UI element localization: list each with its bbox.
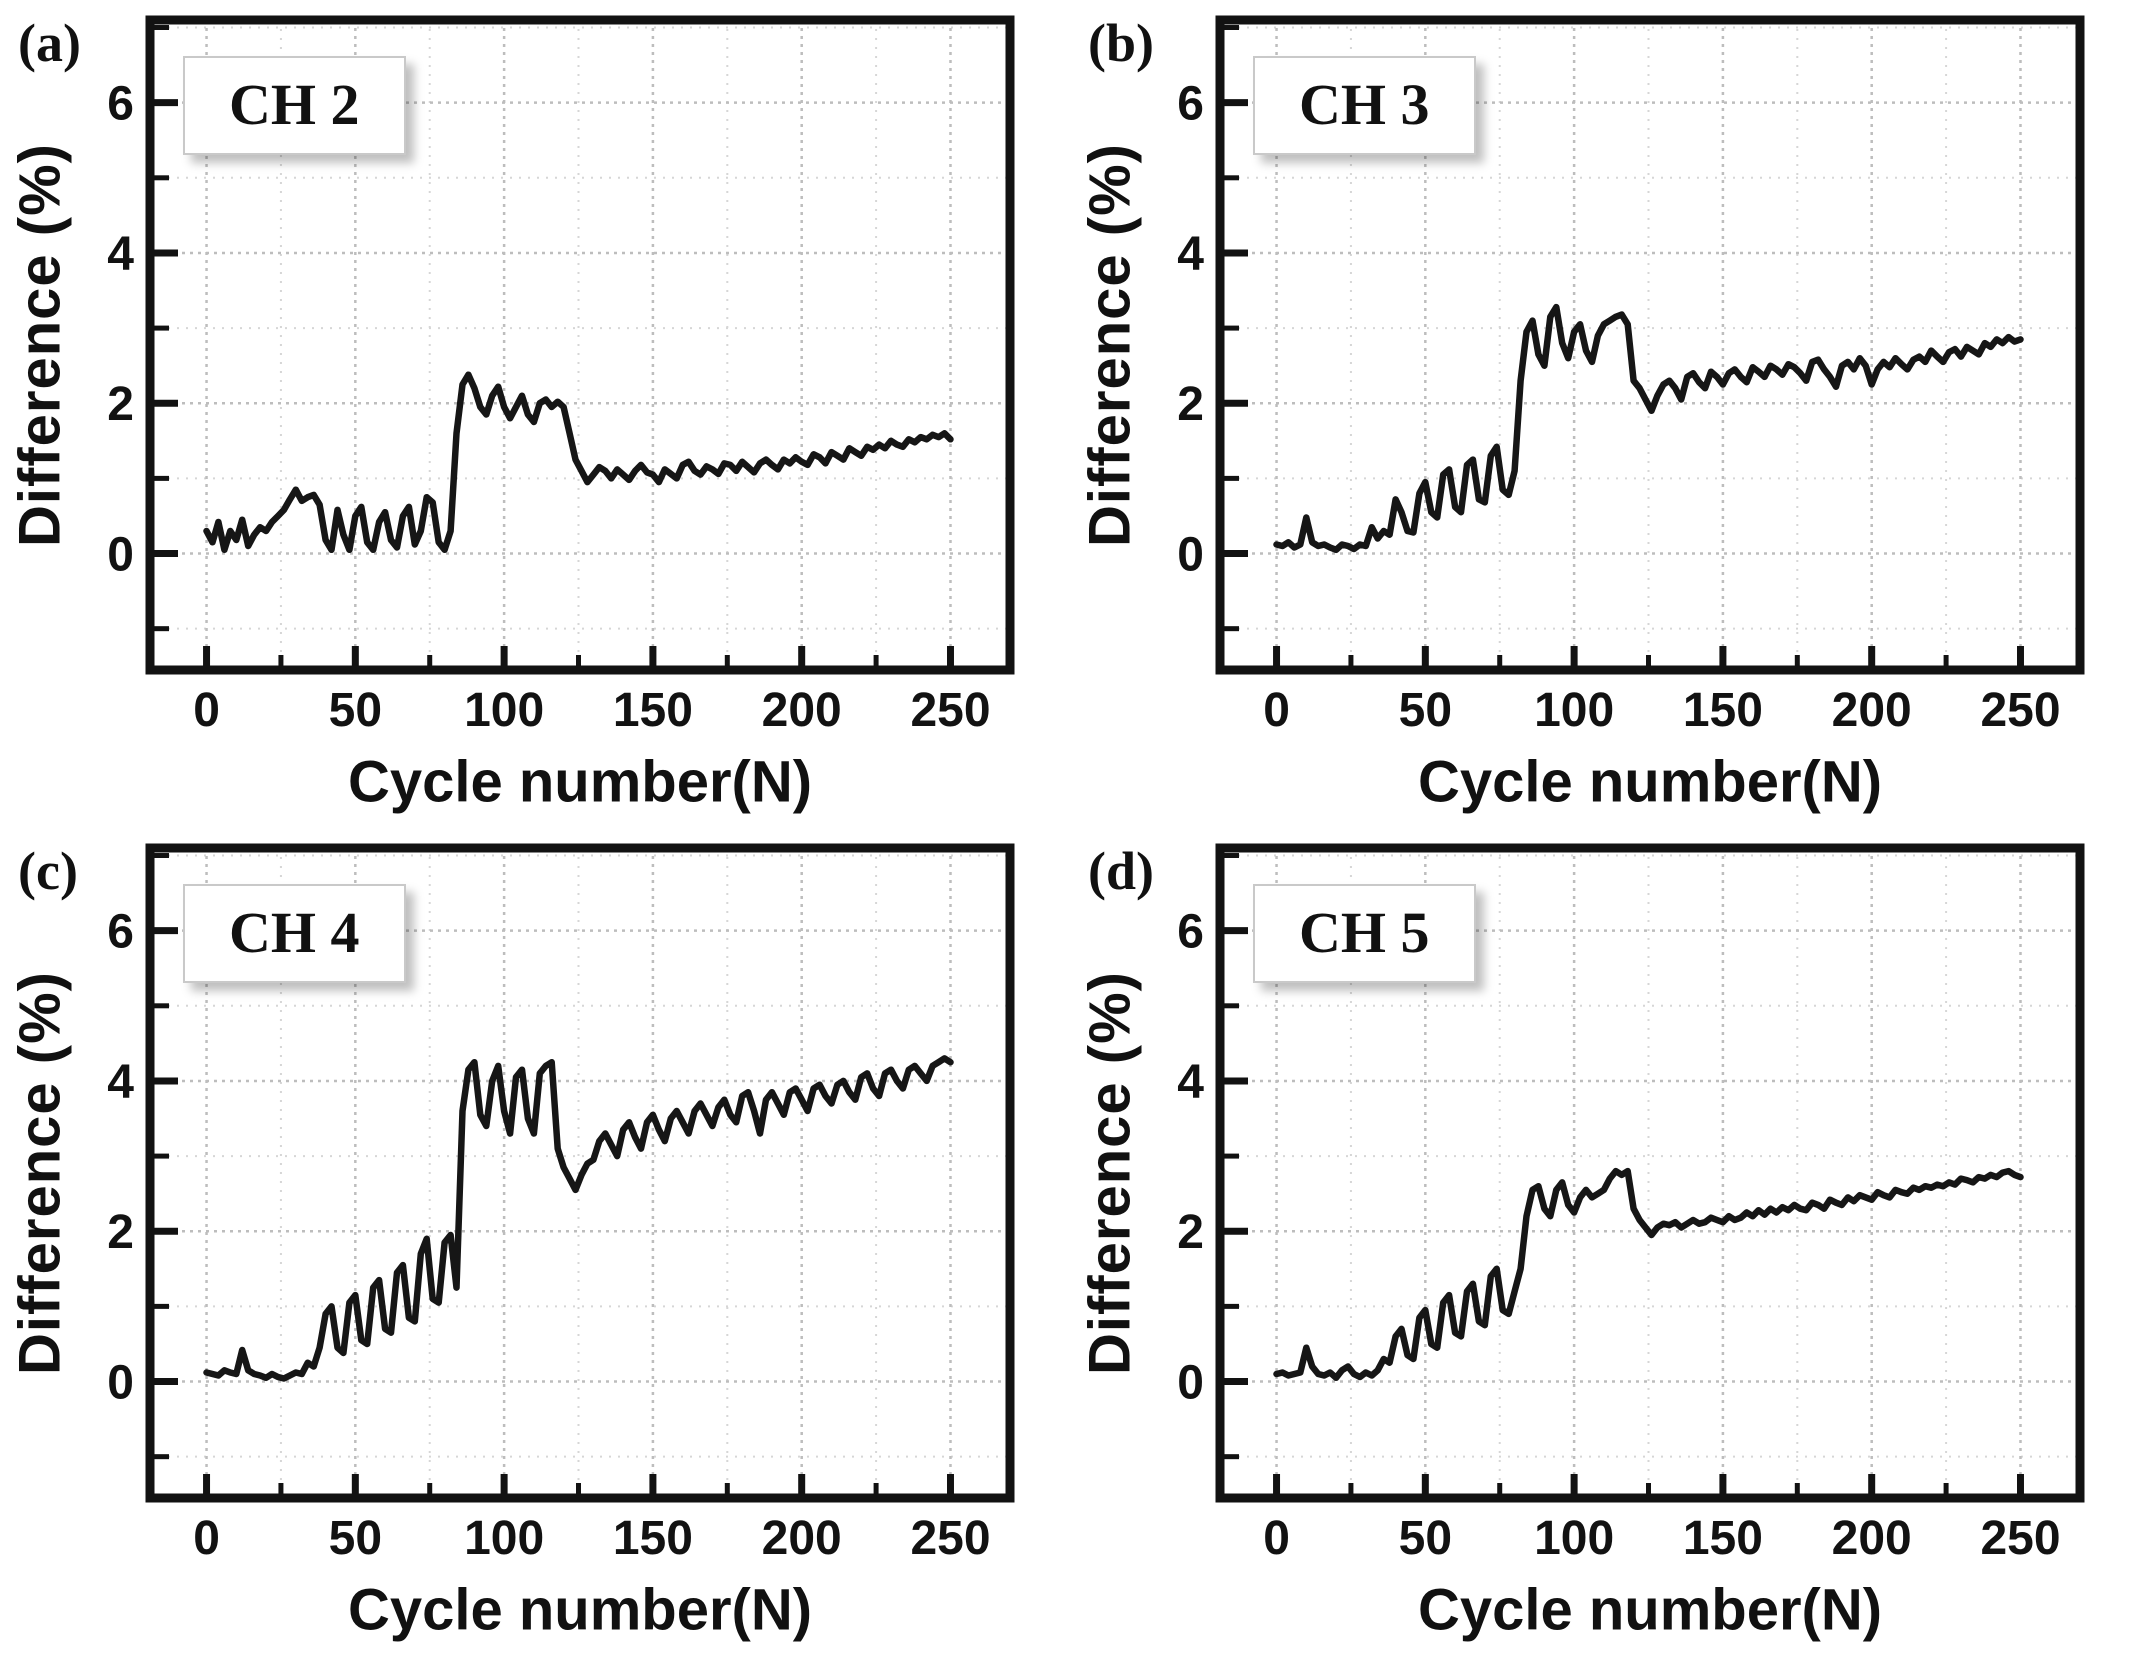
panel-a-y-axis-label: Difference (%)	[7, 143, 73, 547]
chart-c-canvas: 0 2 4 6 0 50 100 150 200 250	[107, 843, 1015, 1565]
svg-text:6: 6	[1177, 78, 1204, 131]
svg-text:0: 0	[193, 684, 220, 737]
svg-text:2: 2	[1177, 1206, 1204, 1259]
panel-d-x-axis-label: Cycle number(N)	[1417, 1577, 1883, 1643]
svg-text:0: 0	[193, 1512, 220, 1565]
chart-b-canvas: 0 2 4 6 0 50 100 150 200 250	[1177, 15, 2085, 737]
svg-text:100: 100	[1534, 684, 1614, 737]
panel-b-letter: (b)	[1088, 13, 1154, 73]
panel-d-letter: (d)	[1088, 841, 1154, 901]
svg-text:250: 250	[910, 1512, 990, 1565]
chart-a-canvas: 0 2 4 6 0 50 100 150 200 250	[107, 15, 1015, 737]
panel-a-x-axis-label: Cycle number(N)	[347, 749, 813, 815]
panel-c-series-label: CH 4	[183, 884, 406, 983]
svg-text:100: 100	[1534, 1512, 1614, 1565]
panel-b-series-label: CH 3	[1253, 56, 1476, 155]
panel-a-letter: (a)	[18, 13, 81, 73]
svg-text:150: 150	[1683, 1512, 1763, 1565]
svg-text:2: 2	[107, 378, 134, 431]
svg-text:2: 2	[1177, 378, 1204, 431]
svg-text:2: 2	[107, 1206, 134, 1259]
chart-d-canvas: 0 2 4 6 0 50 100 150 200 250	[1177, 843, 2085, 1565]
svg-text:50: 50	[329, 684, 382, 737]
svg-text:6: 6	[107, 78, 134, 131]
panel-d-series-label: CH 5	[1253, 884, 1476, 983]
panel-c-y-axis-label: Difference (%)	[7, 971, 73, 1375]
svg-text:4: 4	[1177, 1056, 1204, 1109]
svg-text:6: 6	[107, 906, 134, 959]
svg-text:250: 250	[1980, 684, 2060, 737]
svg-text:50: 50	[329, 1512, 382, 1565]
panel-b-x-axis-label: Cycle number(N)	[1417, 749, 1883, 815]
svg-text:150: 150	[613, 1512, 693, 1565]
svg-text:6: 6	[1177, 906, 1204, 959]
svg-text:200: 200	[762, 684, 842, 737]
svg-text:0: 0	[107, 529, 134, 582]
svg-text:4: 4	[107, 228, 134, 281]
panel-c-letter: (c)	[18, 841, 78, 901]
panel-a-series-label: CH 2	[183, 56, 406, 155]
svg-text:200: 200	[1832, 1512, 1912, 1565]
svg-text:200: 200	[1832, 684, 1912, 737]
svg-text:4: 4	[107, 1056, 134, 1109]
svg-text:0: 0	[1177, 1357, 1204, 1410]
panel-c: 0 2 4 6 0 50 100 150 200 250 (c) Difference (%) C…	[0, 828, 1069, 1656]
svg-text:50: 50	[1399, 1512, 1452, 1565]
panel-b: 0 2 4 6 0 50 100 150 200 250 (b) Difference (%) C…	[1070, 0, 2139, 828]
svg-text:250: 250	[910, 684, 990, 737]
svg-text:250: 250	[1980, 1512, 2060, 1565]
svg-text:0: 0	[1177, 529, 1204, 582]
svg-text:100: 100	[464, 1512, 544, 1565]
svg-text:150: 150	[613, 684, 693, 737]
panel-d: 0 2 4 6 0 50 100 150 200 250 (d) Difference (%) C…	[1070, 828, 2139, 1656]
panel-c-x-axis-label: Cycle number(N)	[347, 1577, 813, 1643]
svg-text:0: 0	[1263, 684, 1290, 737]
svg-text:100: 100	[464, 684, 544, 737]
panel-b-y-axis-label: Difference (%)	[1077, 143, 1143, 547]
svg-text:0: 0	[1263, 1512, 1290, 1565]
svg-text:200: 200	[762, 1512, 842, 1565]
svg-text:50: 50	[1399, 684, 1452, 737]
panel-d-y-axis-label: Difference (%)	[1077, 971, 1143, 1375]
svg-text:0: 0	[107, 1357, 134, 1410]
svg-text:150: 150	[1683, 684, 1763, 737]
svg-text:4: 4	[1177, 228, 1204, 281]
panel-a: 0 2 4 6 0 50 100 150 200 250 (a) Difference (%) C…	[0, 0, 1069, 828]
